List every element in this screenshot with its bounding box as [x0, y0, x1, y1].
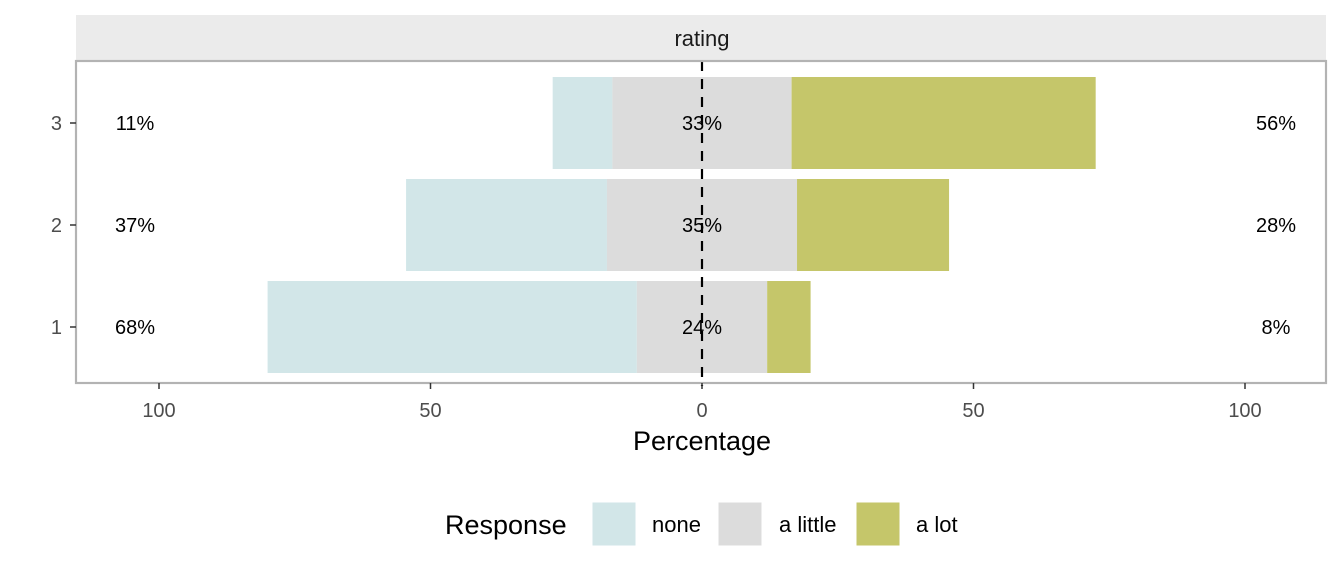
- labels-layer: 68% 24% 8% 37% 35% 28% 11% 33% 56%: [115, 113, 1296, 339]
- x-tick-label-4: 100: [1228, 400, 1261, 422]
- bar-none-rating-1: [267, 281, 637, 373]
- y-axis: 1 2 3: [51, 113, 76, 339]
- bars-layer: [267, 77, 1096, 373]
- left-label-rating-1: 68%: [115, 317, 155, 339]
- facet-strip-background: [76, 15, 1326, 61]
- x-tick-label-3: 50: [962, 400, 984, 422]
- legend-label-a-lot: a lot: [916, 512, 958, 537]
- x-tick-label-0: 100: [142, 400, 175, 422]
- bar-a-lot-rating-3: [791, 77, 1096, 169]
- facet-strip-label: rating: [674, 26, 729, 51]
- x-tick-label-1: 50: [419, 400, 441, 422]
- left-label-rating-3: 11%: [116, 113, 155, 135]
- legend-key-none: [591, 501, 637, 547]
- bar-a-lot-rating-2: [797, 179, 950, 271]
- center-label-rating-1: 24%: [682, 317, 722, 339]
- y-tick-label-3: 3: [51, 113, 62, 135]
- legend-title: Response: [445, 510, 567, 540]
- bar-none-rating-2: [406, 179, 607, 271]
- bar-none-rating-3: [552, 77, 613, 169]
- facet-strip: rating: [76, 15, 1326, 61]
- center-label-rating-2: 35%: [682, 215, 722, 237]
- panel-border: [74, 59, 1328, 385]
- right-label-rating-1: 8%: [1262, 317, 1291, 339]
- x-axis-title: Percentage: [633, 426, 771, 456]
- right-label-rating-2: 28%: [1256, 215, 1296, 237]
- legend-key-a-lot: [855, 501, 901, 547]
- legend-label-a-little: a little: [779, 512, 836, 537]
- x-axis: 100 50 0 50 100: [142, 383, 1262, 422]
- left-label-rating-2: 37%: [115, 215, 155, 237]
- right-label-rating-3: 56%: [1256, 113, 1296, 135]
- legend-label-none: none: [652, 512, 701, 537]
- bar-a-lot-rating-1: [767, 281, 811, 373]
- y-tick-label-2: 2: [51, 215, 62, 237]
- center-label-rating-3: 33%: [682, 113, 722, 135]
- x-tick-label-2: 0: [696, 400, 707, 422]
- legend: Response none a little a lot: [445, 501, 958, 547]
- y-tick-label-1: 1: [51, 317, 62, 339]
- legend-key-a-little: [717, 501, 763, 547]
